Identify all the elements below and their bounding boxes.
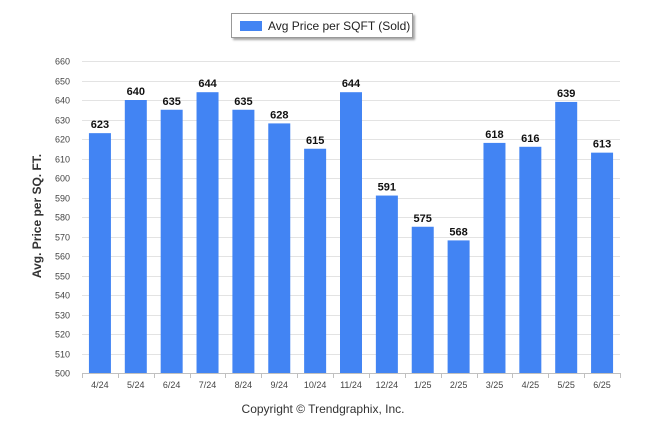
data-label: 640 [127,86,145,98]
y-tick-label: 590 [55,194,70,204]
y-tick-label: 500 [55,369,70,379]
y-tick-label: 530 [55,311,70,321]
y-tick-label: 660 [55,57,70,67]
y-tick-label: 560 [55,252,70,262]
data-label: 615 [306,135,324,147]
data-label: 628 [270,109,288,121]
data-label: 639 [557,88,575,100]
legend-label: Avg Price per SQFT (Sold) [268,19,411,33]
data-label: 644 [198,78,217,90]
bar[interactable] [88,133,111,373]
data-label: 618 [485,129,503,141]
bar[interactable] [591,152,614,373]
legend[interactable]: Avg Price per SQFT (Sold) [231,13,413,38]
x-tick-label: 3/25 [486,380,504,390]
x-tick-label: 5/24 [127,380,145,390]
copyright-footer: Copyright © Trendgraphix, Inc. [241,402,405,416]
bar[interactable] [447,240,470,373]
y-tick-label: 580 [55,213,70,223]
y-tick-label: 650 [55,77,70,87]
bar[interactable] [304,148,327,373]
axes: 500 510 520 530 540 550 560 570 580 590 600 610 620 6… [55,57,621,390]
y-tick-label: 620 [55,135,70,145]
y-tick-label: 600 [55,174,70,184]
legend-swatch [240,21,262,31]
x-tick-label: 5/25 [557,380,575,390]
bar[interactable] [340,92,362,373]
x-tick-label: 6/24 [163,380,181,390]
x-tick-label: 12/24 [376,380,399,390]
x-tick-label: 4/24 [91,380,109,390]
y-tick-label: 570 [55,233,70,243]
x-tick-label: 9/24 [271,380,289,390]
bars [88,92,614,374]
data-label: 644 [342,78,361,90]
bar[interactable] [375,195,398,373]
bar[interactable] [519,146,542,373]
y-tick-label: 640 [55,96,70,106]
data-label: 591 [378,182,396,194]
x-tick-label: 6/25 [593,380,611,390]
bar[interactable] [232,109,255,373]
y-tick-label: 520 [55,330,70,340]
bar[interactable] [411,226,434,373]
data-label: 575 [414,213,432,225]
y-tick-label: 550 [55,272,70,282]
bar[interactable] [160,109,183,373]
bar[interactable] [124,100,147,373]
data-labels: 623 640 635 644 635 628 615 644 591 575 568 618 616 6… [91,78,611,238]
data-label: 623 [91,119,109,131]
x-tick-label: 2/25 [450,380,468,390]
y-tick-label: 610 [55,155,70,165]
bar[interactable] [196,92,219,373]
y-tick-label: 630 [55,116,70,126]
bar[interactable] [483,142,506,373]
x-tick-label: 10/24 [304,380,327,390]
x-tick-label: 4/25 [522,380,540,390]
x-tick-label: 7/24 [199,380,217,390]
y-tick-label: 540 [55,291,70,301]
y-tick-label: 510 [55,350,70,360]
data-label: 568 [449,226,467,238]
bar[interactable] [555,101,578,373]
x-tick-label: 1/25 [414,380,432,390]
x-tick-label: 11/24 [340,380,362,390]
bar[interactable] [268,123,291,374]
x-tick-label: 8/24 [235,380,253,390]
data-label: 616 [521,133,539,145]
data-label: 613 [593,139,611,151]
data-label: 635 [234,96,252,108]
y-axis-title: Avg. Price per SQ. FT. [30,154,44,278]
data-label: 635 [162,96,180,108]
